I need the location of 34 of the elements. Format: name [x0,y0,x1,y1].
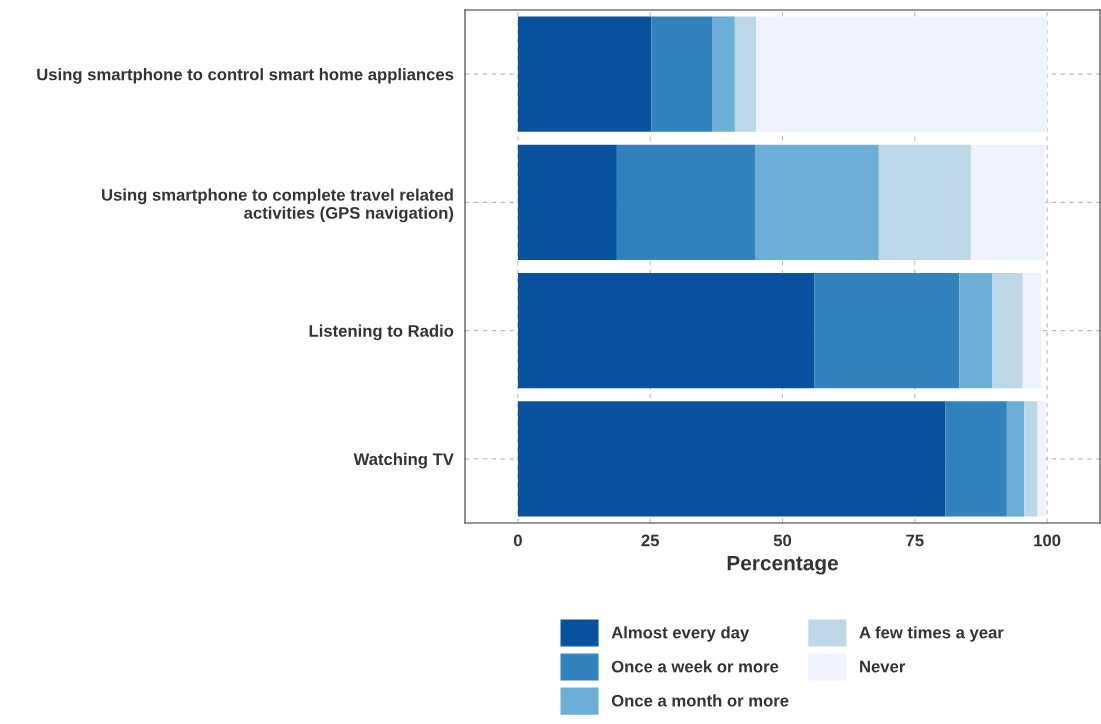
y-tick-label: Listening to Radio [309,324,454,341]
legend-label: Once a week or more [611,660,779,673]
legend-label: A few times a year [859,626,1004,642]
x-tick-label: 50 [773,534,792,547]
bar [1022,272,1042,389]
bar [1024,401,1038,517]
bar [712,16,735,132]
bar [517,272,815,389]
y-tick-label: Watching TV [353,452,454,469]
y-tick-label: Using smartphone to complete travel related activities (GPS navigation) [102,188,454,223]
bar [651,16,713,132]
x-axis-title: Percentage [727,555,838,575]
bar [756,16,1048,132]
bar [517,144,617,261]
legend-label: Almost every day [611,626,750,642]
bar [517,16,652,132]
bar [945,401,1007,517]
bar [959,272,993,389]
x-tick-label: 0 [513,534,522,547]
y-tick-label: Using smartphone to control smart home appliances [37,68,454,84]
legend-label: Never [860,660,906,673]
bar [992,272,1023,389]
bar [754,144,879,261]
x-tick-label: 75 [906,534,924,547]
bar [616,144,755,261]
bar [517,401,946,517]
bar [878,144,971,261]
bar [970,144,1045,261]
bar [734,16,757,132]
x-tick-label: 100 [1034,534,1061,547]
bar [814,272,960,389]
legend-label: Once a month or more [611,694,789,707]
x-tick-label: 25 [641,534,660,547]
bar [1006,401,1025,517]
